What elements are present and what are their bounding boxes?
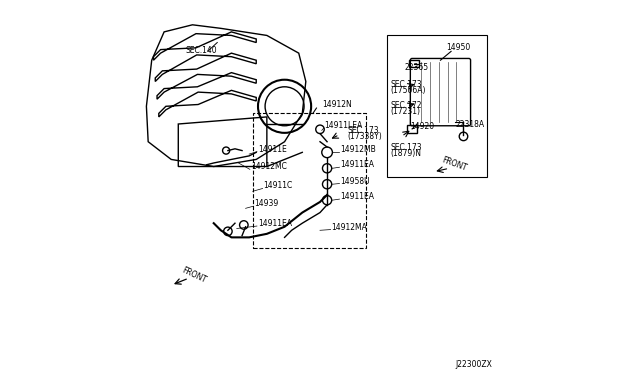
Text: SEC.173: SEC.173 <box>390 80 422 89</box>
Text: 22365: 22365 <box>404 63 428 72</box>
Text: 14911EA: 14911EA <box>340 160 374 169</box>
Text: 14911EA: 14911EA <box>340 192 374 201</box>
Text: SEC.140: SEC.140 <box>186 46 217 55</box>
Text: SEC.173: SEC.173 <box>390 142 422 151</box>
Bar <box>407 125 417 133</box>
Text: (17231): (17231) <box>390 107 420 116</box>
Text: 14920: 14920 <box>410 122 435 131</box>
Text: 14911C: 14911C <box>263 182 292 190</box>
Bar <box>253 113 366 248</box>
Text: SEC.172: SEC.172 <box>390 101 422 110</box>
Text: FRONT: FRONT <box>180 266 207 285</box>
Text: FRONT: FRONT <box>440 155 468 173</box>
Text: 22318A: 22318A <box>455 120 484 129</box>
Text: 14950: 14950 <box>446 43 470 52</box>
Text: (17338Y): (17338Y) <box>348 132 382 141</box>
Text: 14912N: 14912N <box>322 100 351 109</box>
Text: (1879)N: (1879)N <box>390 148 421 157</box>
Text: 14911E: 14911E <box>258 145 287 154</box>
Text: SEC.173: SEC.173 <box>348 126 380 135</box>
Text: 14911EA: 14911EA <box>258 219 292 228</box>
Bar <box>408 60 419 67</box>
Text: 14912MC: 14912MC <box>251 162 287 171</box>
Text: J22300ZX: J22300ZX <box>455 360 492 369</box>
Text: 14912MB: 14912MB <box>340 145 376 154</box>
Text: 14911LEA: 14911LEA <box>324 121 362 130</box>
Bar <box>387 35 486 177</box>
Text: 14912MA: 14912MA <box>332 222 367 232</box>
Text: 14939: 14939 <box>255 199 278 208</box>
Text: 14958U: 14958U <box>340 177 370 186</box>
Text: (17506A): (17506A) <box>390 86 426 95</box>
